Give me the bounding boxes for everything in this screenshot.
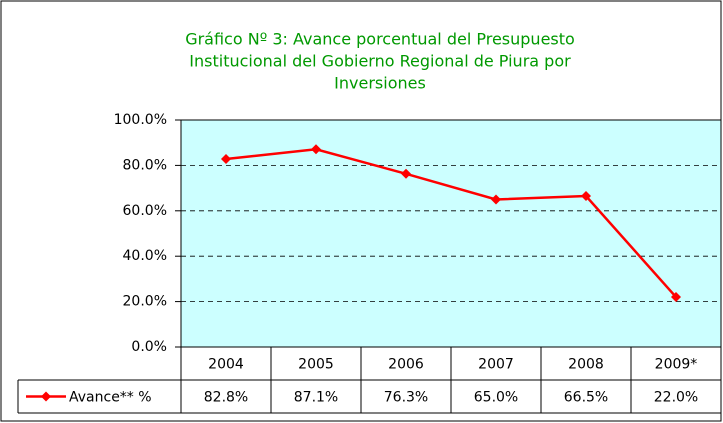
x-tick-label: 2004: [208, 357, 244, 373]
y-tick-label: 40.0%: [123, 248, 167, 264]
data-table-value: 65.0%: [474, 390, 518, 406]
y-tick-label: 60.0%: [123, 203, 167, 219]
chart-title: Institucional del Gobierno Regional de P…: [189, 52, 571, 71]
series-line: [225, 148, 677, 298]
data-point: [671, 292, 681, 303]
data-table-value: 66.5%: [564, 390, 608, 406]
chart-title: Gráfico Nº 3: Avance porcentual del Pres…: [185, 30, 575, 49]
data-point: [221, 154, 231, 165]
y-tick-label: 20.0%: [123, 294, 167, 310]
x-tick-label: 2005: [298, 357, 334, 373]
x-tick-label: 2007: [478, 357, 514, 373]
plot-area: [181, 120, 721, 347]
data-table-value: 87.1%: [294, 390, 338, 406]
legend-label: Avance** %: [69, 390, 152, 406]
x-tick-label: 2008: [568, 357, 604, 373]
y-tick-label: 0.0%: [131, 339, 167, 355]
data-table-value: 22.0%: [654, 390, 698, 406]
data-point: [311, 144, 321, 155]
y-tick-label: 100.0%: [114, 112, 167, 128]
data-point: [401, 168, 411, 179]
data-table-value: 82.8%: [204, 390, 248, 406]
y-tick-label: 80.0%: [123, 157, 167, 173]
data-table-value: 76.3%: [384, 390, 428, 406]
data-point: [491, 194, 501, 205]
data-point: [581, 191, 591, 202]
x-tick-label: 2006: [388, 357, 424, 373]
chart-title: Inversiones: [334, 74, 426, 93]
legend-marker: [41, 391, 51, 402]
x-tick-label: 2009*: [655, 357, 698, 373]
